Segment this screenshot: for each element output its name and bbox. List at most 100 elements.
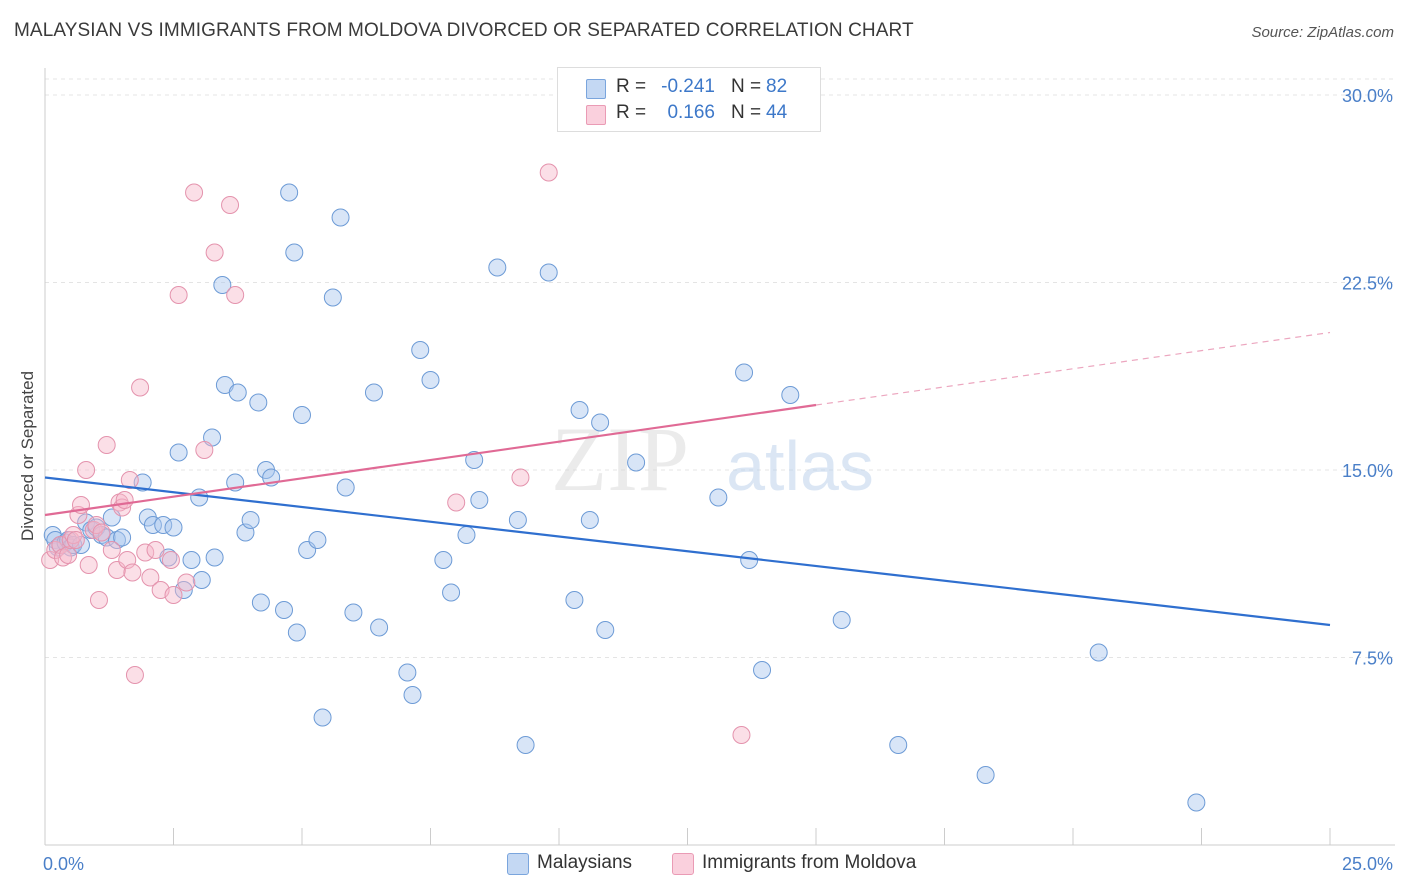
malaysian-trend-line [44, 476, 1331, 627]
moldova-point [66, 531, 85, 549]
malaysian-point [735, 363, 754, 382]
moldova-point [205, 243, 224, 262]
series-swatch-moldova [672, 853, 694, 875]
malaysian-point [709, 488, 728, 507]
malaysian-point [336, 478, 355, 497]
legend-n-label: N = [731, 76, 762, 97]
malaysian-point [64, 536, 83, 554]
malaysian-point [280, 183, 299, 202]
y-tick-label: 7.5% [1352, 649, 1393, 669]
malaysian-point [143, 516, 162, 534]
malaysian-point [192, 571, 211, 589]
source-label: Source: ZipAtlas.com [1251, 24, 1394, 41]
moldova-point [164, 586, 183, 604]
malaysian-point [976, 766, 995, 784]
malaysian-point [421, 371, 440, 389]
moldova-point [59, 546, 78, 564]
correlation-legend: R = -0.241 N = 82 R = 0.166 N = 44 [557, 67, 821, 132]
series-label-malaysians: Malaysians [537, 852, 633, 873]
moldova-point [61, 531, 80, 549]
malaysian-point [169, 443, 188, 462]
tick-labels: 7.5% 15.0% 22.5% 30.0% 0.0% 25.0% [43, 86, 1393, 874]
malaysian-point [205, 548, 224, 567]
malaysian-point [370, 618, 389, 637]
malaysian-point [781, 386, 800, 404]
series-label-moldova: Immigrants from Moldova [702, 852, 917, 873]
moldova-point [97, 436, 116, 454]
malaysian-point [753, 661, 772, 679]
malaysian-point [434, 551, 453, 569]
moldova-point [141, 568, 160, 587]
axes [44, 68, 1395, 846]
moldova-trend-line [44, 403, 817, 517]
moldova-point [120, 471, 139, 489]
malaysian-point [308, 531, 327, 549]
x-tick-label: 0.0% [43, 854, 84, 874]
malaysian-point [213, 276, 232, 294]
moldova-point [136, 543, 155, 562]
malaysian-point [46, 531, 65, 549]
moldova-point [539, 163, 558, 182]
moldova-point [511, 468, 530, 487]
moldova-point [161, 551, 180, 569]
moldova-point [64, 526, 83, 544]
moldova-point [169, 286, 188, 304]
moldova-point [125, 666, 144, 684]
y-axis-label: Divorced or Separated [18, 371, 37, 541]
chart-title: MALAYSIAN VS IMMIGRANTS FROM MOLDOVA DIV… [14, 20, 914, 41]
moldova-point [131, 378, 150, 397]
malaysian-point [1187, 793, 1206, 812]
malaysian-point [323, 288, 342, 307]
moldova-point [195, 441, 214, 459]
malaysian-point [465, 451, 484, 469]
legend-swatch-moldova [586, 105, 606, 125]
malaysian-point [403, 686, 422, 704]
malaysian-point [344, 603, 363, 622]
malaysian-point [570, 401, 589, 419]
moldova-point [79, 556, 98, 574]
malaysian-point [591, 413, 610, 432]
moldova-trend-extension [815, 331, 1331, 406]
series-legend: Malaysians Immigrants from Moldova [0, 852, 1406, 878]
malaysian-point [287, 623, 306, 642]
gridlines [45, 78, 1395, 658]
malaysian-point [627, 453, 646, 472]
watermark-zip: ZIP [551, 408, 689, 510]
x-tick-label: 25.0% [1342, 854, 1393, 874]
malaysian-point [516, 736, 535, 754]
malaysian-point [228, 383, 247, 402]
malaysian-point [832, 611, 851, 629]
moldova-point [89, 591, 108, 609]
watermark-atlas: atlas [726, 427, 874, 505]
malaysian-point [411, 341, 430, 359]
malaysian-point [364, 383, 383, 402]
malaysian-point [331, 208, 350, 227]
trend-lines [44, 331, 1331, 627]
legend-n-label: N = [731, 102, 762, 123]
malaysian-point [457, 526, 476, 544]
y-tick-label: 22.5% [1342, 274, 1393, 294]
legend-swatch-malaysians [586, 79, 606, 99]
legend-r-value: -0.241 [661, 76, 715, 97]
moldova-point [77, 461, 96, 479]
moldova-point [447, 493, 466, 512]
malaysian-point [539, 263, 558, 282]
malaysian-point [508, 511, 527, 529]
legend-n-value: 82 [766, 76, 788, 97]
malaysian-point [442, 583, 461, 602]
malaysian-point [107, 531, 126, 549]
malaysian-point [113, 528, 132, 547]
malaysian-point [398, 663, 417, 682]
legend-r-value: 0.166 [667, 102, 715, 123]
malaysian-point [596, 621, 615, 639]
moldova-point [123, 563, 142, 582]
legend-n-value: 44 [766, 102, 788, 123]
moldova-point [185, 183, 204, 202]
malaysian-point [889, 736, 908, 754]
malaysian-point [580, 511, 599, 529]
moldova-point [146, 541, 165, 559]
y-tick-label: 15.0% [1342, 461, 1393, 481]
malaysian-point [565, 591, 584, 609]
malaysian-point [251, 593, 270, 612]
